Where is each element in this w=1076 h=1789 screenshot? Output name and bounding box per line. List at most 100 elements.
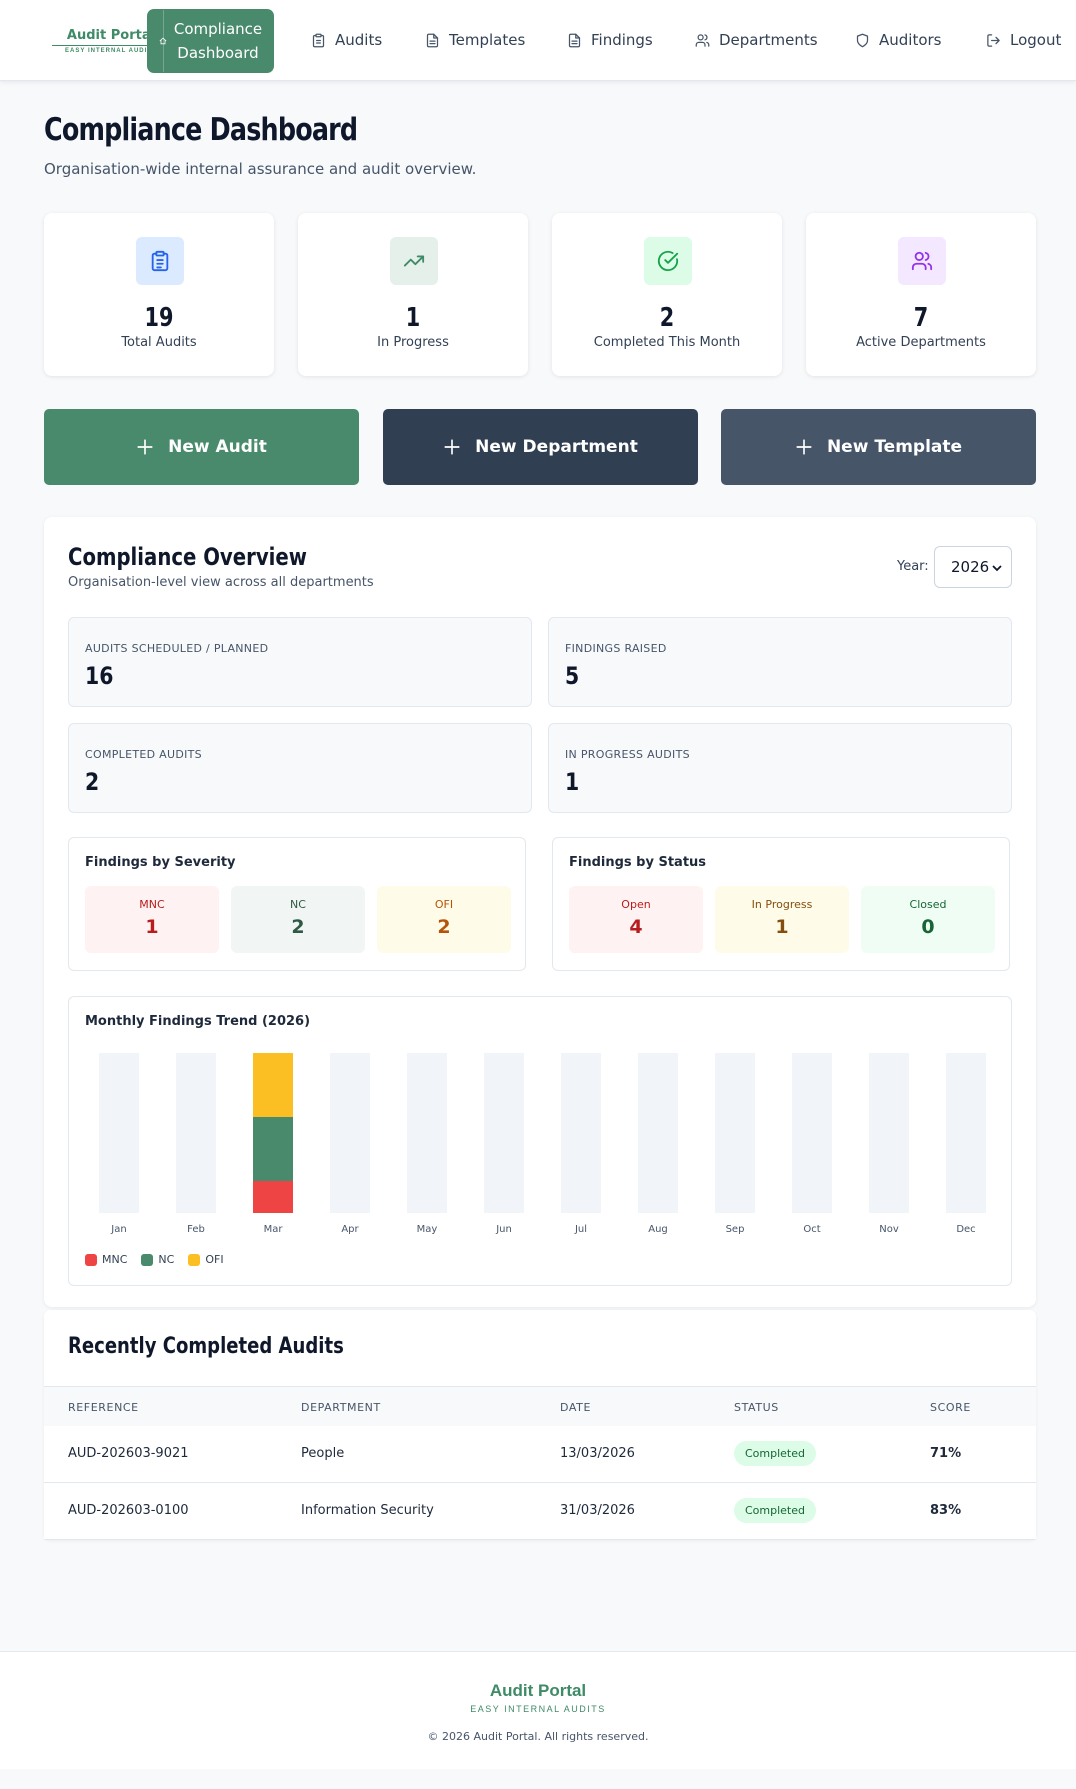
bar-ofi-mar[interactable] <box>253 1053 293 1117</box>
tile-label: OFI <box>434 898 454 911</box>
trend-chart: Jan Feb Mar Apr May Jun Jul Aug Sep Oct Nov Dec <box>99 1053 986 1235</box>
new-template-button[interactable]: New Template <box>721 409 1036 485</box>
status-tile-closed: Closed 0 <box>861 886 995 953</box>
cell-department: People <box>301 1446 345 1461</box>
footer: Audit Portal EASY INTERNAL AUDITS © 2026… <box>0 1651 1076 1769</box>
bar-track-dec <box>946 1053 986 1213</box>
stat-icon-wrap <box>390 237 438 285</box>
logo[interactable]: Audit Portal EASY INTERNAL AUDITS <box>52 28 170 54</box>
new-audit-button[interactable]: New Audit <box>44 409 359 485</box>
bar-nc-mar[interactable] <box>253 1117 293 1181</box>
x-tick-label: Oct <box>803 1224 820 1235</box>
metric-value: 16 <box>85 662 114 690</box>
metric-audits-scheduled: AUDITS SCHEDULED / PLANNED 16 <box>68 617 532 707</box>
legend-item-mnc: MNC <box>85 1253 127 1266</box>
severity-tile-nc: NC 2 <box>231 886 365 953</box>
top-navbar: Audit Portal EASY INTERNAL AUDITS Compli… <box>0 0 1076 81</box>
clipboard-icon <box>312 33 325 47</box>
monthly-findings-trend: Monthly Findings Trend (2026) Jan Feb Mar A… <box>68 996 1012 1286</box>
recent-audits-card: Recently Completed Audits REFERENCE DEPA… <box>44 1310 1036 1540</box>
stat-value: 19 <box>144 303 174 333</box>
tile-value: 2 <box>437 916 451 938</box>
stat-label: Completed This Month <box>593 335 741 350</box>
legend-label: NC <box>158 1253 175 1266</box>
nav-findings[interactable]: Findings <box>567 28 653 52</box>
bar-mnc-mar[interactable] <box>253 1181 293 1213</box>
column-header: DATE <box>560 1401 592 1414</box>
metric-in-progress-audits: IN PROGRESS AUDITS 1 <box>548 723 1012 813</box>
nav-departments[interactable]: Departments <box>695 28 818 52</box>
legend-item-ofi: OFI <box>188 1253 224 1266</box>
nav-label: Compliance Dashboard <box>173 20 263 62</box>
nav-logout[interactable]: Logout <box>986 28 1061 52</box>
legend-swatch <box>85 1253 97 1266</box>
logo-tagline: EASY INTERNAL AUDITS <box>65 48 157 54</box>
table-row[interactable]: AUD-202603-0100 Information Security 31/… <box>44 1483 1036 1540</box>
year-select[interactable]: 2026 <box>934 546 1012 588</box>
column-header: STATUS <box>734 1401 779 1414</box>
stat-card-completed-month: 2 Completed This Month <box>552 213 782 376</box>
column-header: DEPARTMENT <box>301 1401 381 1414</box>
stat-card-active-departments: 7 Active Departments <box>806 213 1036 376</box>
metric-completed-audits: COMPLETED AUDITS 2 <box>68 723 532 813</box>
tile-label: Open <box>621 898 651 911</box>
x-tick-label: Jun <box>495 1224 512 1235</box>
legend-label: MNC <box>102 1253 128 1266</box>
table-row[interactable]: AUD-202603-9021 People 13/03/2026 Comple… <box>44 1426 1036 1483</box>
button-label: New Audit <box>168 437 267 457</box>
bar-track-aug <box>638 1053 678 1213</box>
stat-card-total-audits: 19 Total Audits <box>44 213 274 376</box>
x-tick-label: Feb <box>187 1224 205 1235</box>
metric-value: 5 <box>565 662 580 690</box>
nav-audits[interactable]: Audits <box>311 28 382 52</box>
x-tick-label: Jan <box>110 1224 126 1235</box>
recent-title: Recently Completed Audits <box>68 1334 344 1359</box>
bar-track-sep <box>715 1053 755 1213</box>
status-badge: Completed <box>734 1441 816 1466</box>
legend-swatch <box>141 1253 154 1266</box>
stat-label: Active Departments <box>856 335 986 350</box>
stat-label: In Progress <box>377 335 449 350</box>
legend-swatch <box>188 1253 201 1266</box>
nav-compliance-dashboard[interactable]: Compliance Dashboard <box>147 9 274 73</box>
logo-text: Audit Portal <box>52 28 170 46</box>
check-circle-icon <box>657 250 679 271</box>
bar-track-jul <box>561 1053 601 1213</box>
plus-icon <box>137 439 153 455</box>
button-label: New Department <box>475 437 638 457</box>
cell-department: Information Security <box>301 1503 434 1518</box>
page-title: Compliance Dashboard <box>44 112 358 148</box>
nav-templates[interactable]: Templates <box>425 28 525 52</box>
cell-date: 31/03/2026 <box>560 1503 635 1518</box>
column-header: REFERENCE <box>68 1401 139 1414</box>
metric-findings-raised: FINDINGS RAISED 5 <box>548 617 1012 707</box>
bar-track-jan <box>99 1053 139 1213</box>
bar-track-jun <box>484 1053 524 1213</box>
stat-icon-wrap <box>136 237 184 285</box>
x-tick-label: Jul <box>574 1224 587 1235</box>
new-department-button[interactable]: New Department <box>383 409 698 485</box>
x-tick-label: Dec <box>956 1224 975 1235</box>
cell-reference: AUD-202603-9021 <box>68 1446 189 1461</box>
status-tile-in-progress: In Progress 1 <box>715 886 849 953</box>
nav-auditors[interactable]: Auditors <box>855 28 942 52</box>
file-icon <box>426 33 439 47</box>
x-tick-label: Mar <box>264 1224 284 1235</box>
tile-label: NC <box>290 898 306 911</box>
severity-tile-mnc: MNC 1 <box>85 886 219 953</box>
x-tick-label: Sep <box>726 1224 745 1235</box>
chevron-down-icon <box>992 565 1002 572</box>
footer-logo[interactable]: Audit Portal <box>489 1681 587 1700</box>
bar-track-nov <box>869 1053 909 1213</box>
box-title: Findings by Status <box>569 855 707 870</box>
tile-value: 0 <box>921 916 935 938</box>
metric-value: 2 <box>85 768 100 796</box>
users-icon <box>911 251 933 271</box>
page-subtitle: Organisation-wide internal assurance and… <box>44 160 477 178</box>
bar-track-feb <box>176 1053 216 1213</box>
box-title: Findings by Severity <box>85 855 236 870</box>
nav-label: Auditors <box>879 31 942 49</box>
tile-label: In Progress <box>751 898 813 911</box>
metric-value: 1 <box>565 768 580 796</box>
findings-by-status: Findings by Status Open 4 In Progress 1 … <box>552 837 1010 971</box>
